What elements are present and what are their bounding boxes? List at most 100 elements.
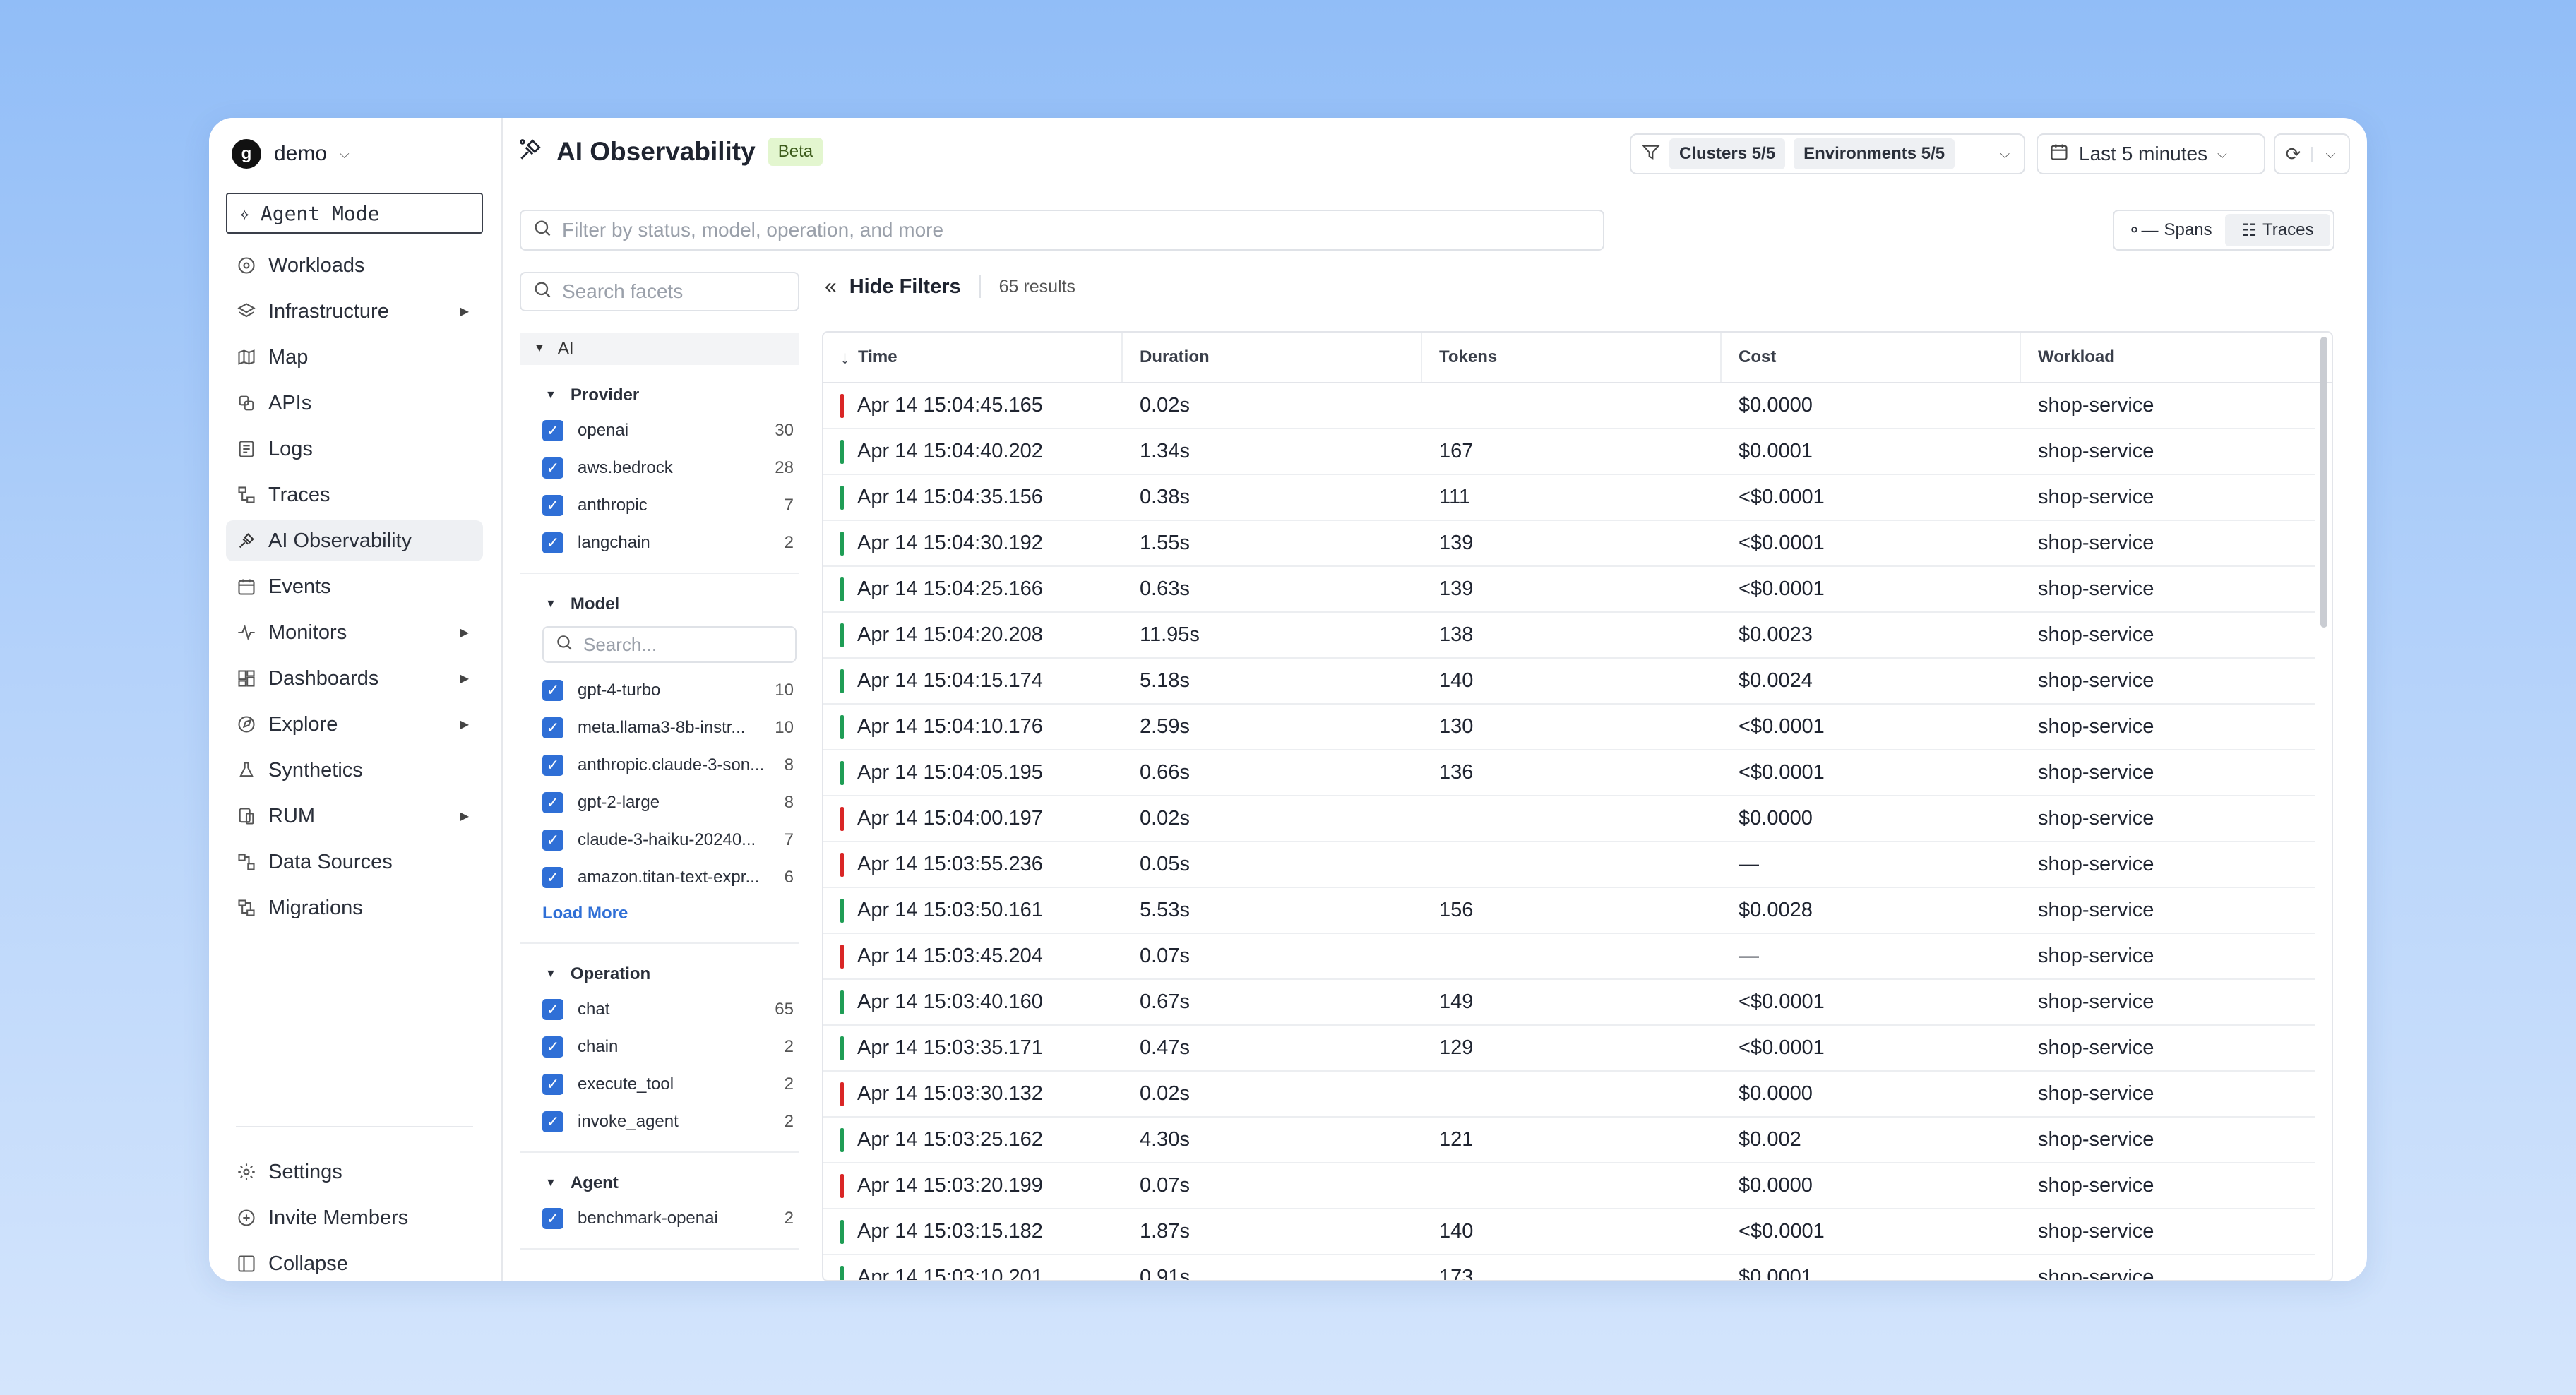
checkbox-checked-icon[interactable]: ✓ [542,494,564,516]
cell-workload: shop-service [2038,1220,2154,1243]
sidebar-item-ai-observability[interactable]: AI Observability [226,520,483,561]
table-row[interactable]: Apr 14 15:04:40.202 1.34s 167 $0.0001 shop-s… [823,429,2315,475]
sidebar-item-dashboards[interactable]: Dashboards ▶ [226,658,483,699]
cluster-environment-filter[interactable]: Clusters 5/5 Environments 5/5 ⌵ [1630,133,2025,174]
sidebar-item-collapse[interactable]: Collapse [226,1243,483,1281]
checkbox-checked-icon[interactable]: ✓ [542,866,564,888]
table-row[interactable]: Apr 14 15:03:10.201 0.91s 173 $0.0001 shop-s… [823,1255,2315,1280]
sidebar-item-rum[interactable]: RUM ▶ [226,796,483,837]
load-more-button[interactable]: Load More [542,904,628,923]
sidebar-item-synthetics[interactable]: Synthetics [226,750,483,791]
checkbox-checked-icon[interactable]: ✓ [542,829,564,851]
sidebar-item-apis[interactable]: APIs [226,383,483,424]
sidebar-item-monitors[interactable]: Monitors ▶ [226,612,483,653]
column-header-time[interactable]: ↓ Time [823,333,1123,382]
table-row[interactable]: Apr 14 15:03:15.182 1.87s 140 <$0.0001 shop-… [823,1209,2315,1255]
table-row[interactable]: Apr 14 15:03:20.199 0.07s $0.0000 shop-serv… [823,1163,2315,1209]
refresh-icon[interactable]: ⟳ [2285,143,2301,164]
facet-option[interactable]: ✓ gpt-4-turbo 10 [520,671,799,709]
checkbox-checked-icon[interactable]: ✓ [542,998,564,1020]
table-row[interactable]: Apr 14 15:04:20.208 11.95s 138 $0.0023 shop-… [823,613,2315,659]
facet-option[interactable]: ✓ anthropic 7 [520,486,799,524]
column-header-cost[interactable]: Cost [1722,333,2021,382]
spans-tab[interactable]: ⚬— Spans [2117,214,2222,246]
sidebar-item-infrastructure[interactable]: Infrastructure ▶ [226,291,483,332]
table-row[interactable]: Apr 14 15:04:45.165 0.02s $0.0000 shop-serv… [823,383,2315,429]
column-header-tokens[interactable]: Tokens [1422,333,1722,382]
hide-filters-button[interactable]: Hide Filters [849,275,961,298]
facet-header-agent[interactable]: ▼ Agent [520,1167,799,1199]
facet-search-input[interactable]: Search facets [520,272,799,311]
facet-option[interactable]: ✓ claude-3-haiku-20240... 7 [520,821,799,858]
sidebar-item-invite-members[interactable]: Invite Members [226,1197,483,1238]
org-switcher[interactable]: g demo ⌵ [232,139,350,169]
facet-header-operation[interactable]: ▼ Operation [520,958,799,990]
facet-option[interactable]: ✓ chat 65 [520,990,799,1028]
chevron-down-icon[interactable]: ⌵ [2311,146,2349,162]
facet-option[interactable]: ✓ gpt-2-large 8 [520,784,799,821]
sidebar-item-logs[interactable]: Logs [226,429,483,469]
checkbox-checked-icon[interactable]: ✓ [542,754,564,776]
table-row[interactable]: Apr 14 15:04:35.156 0.38s 111 <$0.0001 shop-… [823,475,2315,521]
checkbox-checked-icon[interactable]: ✓ [542,717,564,738]
facet-header-provider[interactable]: ▼ Provider [520,379,799,412]
checkbox-checked-icon[interactable]: ✓ [542,1036,564,1058]
traces-tab[interactable]: ☷ Traces [2225,214,2330,246]
checkbox-checked-icon[interactable]: ✓ [542,1073,564,1095]
agent-mode-button[interactable]: ✧ Agent Mode [226,193,483,234]
sidebar-item-migrations[interactable]: Migrations [226,887,483,928]
table-row[interactable]: Apr 14 15:03:25.162 4.30s 121 $0.002 shop-se… [823,1118,2315,1163]
table-row[interactable]: Apr 14 15:04:00.197 0.02s $0.0000 shop-serv… [823,796,2315,842]
table-row[interactable]: Apr 14 15:03:50.161 5.53s 156 $0.0028 shop-s… [823,888,2315,934]
refresh-control[interactable]: ⟳ ⌵ [2274,133,2350,174]
facet-option[interactable]: ✓ langchain 2 [520,524,799,561]
checkbox-checked-icon[interactable]: ✓ [542,1207,564,1229]
facet-group-ai[interactable]: ▼ AI [520,333,799,365]
environments-chip[interactable]: Environments 5/5 [1794,138,1955,169]
cell-tokens: 139 [1439,532,1474,554]
facet-option[interactable]: ✓ openai 30 [520,412,799,449]
clusters-chip[interactable]: Clusters 5/5 [1669,138,1786,169]
sidebar-item-data-sources[interactable]: Data Sources [226,842,483,882]
facet-option[interactable]: ✓ meta.llama3-8b-instr... 10 [520,709,799,746]
chevron-down-icon[interactable]: ⌵ [2000,146,2010,161]
filter-search-input[interactable]: Filter by status, model, operation, and … [520,210,1604,251]
table-row[interactable]: Apr 14 15:03:30.132 0.02s $0.0000 shop-serv… [823,1072,2315,1118]
sidebar-item-map[interactable]: Map [226,337,483,378]
cell-time: Apr 14 15:04:30.192 [857,532,1043,554]
sidebar-item-events[interactable]: Events [226,566,483,607]
facet-option[interactable]: ✓ amazon.titan-text-expr... 6 [520,858,799,896]
table-scrollbar[interactable] [2320,337,2327,628]
sidebar-item-traces[interactable]: Traces [226,474,483,515]
time-range-picker[interactable]: Last 5 minutes ⌵ [2037,133,2265,174]
table-row[interactable]: Apr 14 15:03:45.204 0.07s — shop-service [823,934,2315,980]
table-row[interactable]: Apr 14 15:03:35.171 0.47s 129 <$0.0001 shop-… [823,1026,2315,1072]
table-row[interactable]: Apr 14 15:03:55.236 0.05s — shop-service [823,842,2315,888]
column-header-workload[interactable]: Workload [2021,333,2315,382]
sidebar-item-settings[interactable]: Settings [226,1151,483,1192]
column-header-duration[interactable]: Duration [1123,333,1422,382]
facet-option[interactable]: ✓ benchmark-openai 2 [520,1199,799,1237]
table-row[interactable]: Apr 14 15:04:15.174 5.18s 140 $0.0024 shop-s… [823,659,2315,705]
chevrons-left-icon[interactable]: « [825,275,837,298]
checkbox-checked-icon[interactable]: ✓ [542,419,564,441]
table-row[interactable]: Apr 14 15:03:40.160 0.67s 149 <$0.0001 shop-… [823,980,2315,1026]
table-row[interactable]: Apr 14 15:04:10.176 2.59s 130 <$0.0001 shop-… [823,705,2315,750]
facet-option[interactable]: ✓ chain 2 [520,1028,799,1065]
checkbox-checked-icon[interactable]: ✓ [542,457,564,479]
table-row[interactable]: Apr 14 15:04:05.195 0.66s 136 <$0.0001 shop-… [823,750,2315,796]
sidebar-item-explore[interactable]: Explore ▶ [226,704,483,745]
checkbox-checked-icon[interactable]: ✓ [542,532,564,553]
facet-option[interactable]: ✓ aws.bedrock 28 [520,449,799,486]
table-row[interactable]: Apr 14 15:04:30.192 1.55s 139 <$0.0001 shop-… [823,521,2315,567]
facet-option[interactable]: ✓ anthropic.claude-3-son... 8 [520,746,799,784]
checkbox-checked-icon[interactable]: ✓ [542,1110,564,1132]
sidebar-item-workloads[interactable]: Workloads [226,245,483,286]
facet-header-model[interactable]: ▼ Model [520,588,799,621]
model-search-input[interactable]: Search... [542,626,797,663]
checkbox-checked-icon[interactable]: ✓ [542,679,564,701]
facet-option[interactable]: ✓ invoke_agent 2 [520,1103,799,1140]
facet-option[interactable]: ✓ execute_tool 2 [520,1065,799,1103]
table-row[interactable]: Apr 14 15:04:25.166 0.63s 139 <$0.0001 shop-… [823,567,2315,613]
checkbox-checked-icon[interactable]: ✓ [542,791,564,813]
